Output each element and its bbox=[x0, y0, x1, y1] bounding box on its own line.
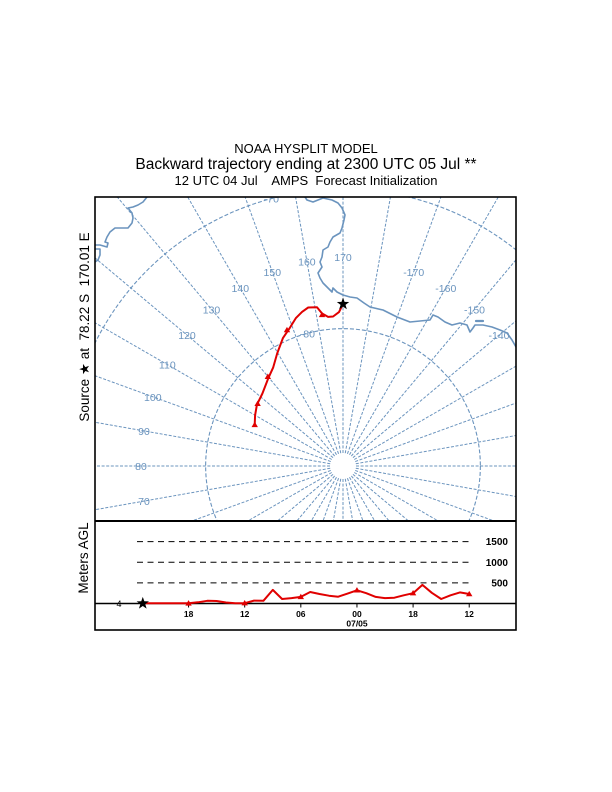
height-trajectory-marker bbox=[297, 593, 305, 600]
meridian-line bbox=[346, 478, 364, 521]
trajectory-path bbox=[253, 303, 344, 426]
meridian-line bbox=[350, 259, 516, 457]
plot-frame bbox=[94, 196, 517, 631]
longitude-label: -170 bbox=[403, 267, 424, 279]
height-trajectory-marker bbox=[466, 590, 473, 597]
source-star-icon bbox=[136, 596, 149, 609]
longitude-label: 160 bbox=[298, 256, 316, 268]
latitude-circle bbox=[205, 328, 481, 521]
initialization-subtitle: 12 UTC 04 Jul AMPS Forecast Initializati… bbox=[175, 173, 438, 188]
meridian-line bbox=[344, 197, 391, 454]
longitude-label: -150 bbox=[464, 304, 485, 316]
meridian-line bbox=[352, 473, 410, 521]
trajectory-marker bbox=[251, 421, 258, 428]
meridian-line bbox=[332, 478, 342, 521]
coastline-segment bbox=[95, 197, 148, 248]
meridian-line bbox=[349, 477, 376, 521]
meridian-line bbox=[310, 477, 337, 521]
longitude-label: 100 bbox=[144, 392, 162, 404]
meridian-line bbox=[349, 197, 499, 455]
coastline-segment bbox=[95, 248, 101, 263]
map-trajectory bbox=[251, 297, 350, 428]
trajectory-marker bbox=[283, 326, 291, 333]
meridian-line bbox=[354, 365, 516, 460]
time-tick-label: 12 bbox=[240, 609, 250, 619]
source-star-icon bbox=[336, 297, 350, 310]
meridian-line bbox=[244, 197, 340, 454]
height-trajectory-marker bbox=[185, 600, 192, 606]
meridian-line bbox=[346, 197, 442, 454]
coastline bbox=[95, 197, 516, 348]
meridian-line bbox=[322, 478, 340, 521]
model-title: NOAA HYSPLIT MODEL bbox=[234, 141, 378, 156]
meridian-line bbox=[355, 469, 496, 521]
longitude-label: -160 bbox=[435, 283, 456, 295]
meridian-line bbox=[187, 197, 337, 455]
longitude-label: 120 bbox=[178, 330, 196, 342]
time-tick-label: 18 bbox=[184, 609, 194, 619]
height-trajectory bbox=[140, 583, 473, 606]
map-labels: 70 80 90 100 110 120 130 140 150 160 170 -170 -160 -1… bbox=[135, 194, 510, 508]
height-axis-label: Meters AGL bbox=[76, 522, 91, 594]
meridian-line bbox=[296, 475, 336, 521]
longitude-label: 70 bbox=[138, 496, 150, 508]
meridian-line bbox=[95, 375, 331, 463]
trajectory-marker bbox=[318, 311, 326, 318]
coastline-segment bbox=[304, 197, 516, 348]
latitude-label: -80 bbox=[300, 328, 315, 340]
height-trajectory-marker bbox=[409, 589, 417, 596]
meridian-line bbox=[95, 257, 334, 459]
height-panel: 500 1000 1500 18 12 06 00 18 12 07/05 4 bbox=[95, 537, 516, 629]
trajectory-marker bbox=[254, 400, 261, 406]
meridian-line bbox=[355, 402, 516, 463]
time-tick-label: 00 bbox=[352, 609, 362, 619]
meridian-line bbox=[350, 475, 390, 521]
height-trajectory-marker bbox=[353, 587, 361, 593]
date-label: 07/05 bbox=[346, 619, 368, 629]
height-trajectory-marker bbox=[241, 599, 248, 606]
meridian-line bbox=[190, 469, 331, 521]
meridian-line bbox=[95, 421, 331, 465]
meridian-line bbox=[352, 320, 516, 459]
longitude-label: 80 bbox=[135, 461, 147, 473]
longitude-label: 170 bbox=[334, 252, 352, 264]
meridian-line bbox=[116, 197, 336, 457]
longitude-label: 130 bbox=[203, 304, 221, 316]
height-level-label: 1000 bbox=[486, 558, 509, 569]
latitude-label: -70 bbox=[264, 194, 279, 206]
time-tick-label: 18 bbox=[408, 609, 418, 619]
longitude-label: 140 bbox=[232, 283, 250, 295]
start-height-label: 4 bbox=[116, 599, 121, 609]
meridian-line bbox=[355, 434, 516, 465]
time-tick-label: 06 bbox=[296, 609, 306, 619]
height-levels: 500 1000 1500 bbox=[137, 537, 509, 590]
meridian-line bbox=[95, 322, 332, 460]
longitude-label: 150 bbox=[264, 267, 282, 279]
meridian-line bbox=[295, 197, 342, 454]
height-level-label: 1500 bbox=[486, 537, 509, 548]
meridian-line bbox=[355, 467, 516, 498]
trajectory-marker bbox=[264, 373, 272, 379]
time-tick-label: 12 bbox=[464, 609, 474, 619]
meridian-line bbox=[276, 473, 334, 521]
height-trajectory-line bbox=[140, 583, 471, 605]
height-level-label: 500 bbox=[491, 579, 508, 590]
longitude-label: 90 bbox=[138, 426, 150, 438]
source-location-label: Source ★ at 78.22 S 170.01 E bbox=[77, 232, 92, 421]
trajectory-title: Backward trajectory ending at 2300 UTC 0… bbox=[135, 156, 476, 173]
meridian-line bbox=[95, 467, 331, 511]
longitude-label: 110 bbox=[159, 360, 176, 372]
time-axis: 18 12 06 00 18 12 07/05 bbox=[184, 603, 474, 629]
longitude-label: -140 bbox=[488, 330, 509, 342]
meridian-line bbox=[344, 478, 354, 521]
